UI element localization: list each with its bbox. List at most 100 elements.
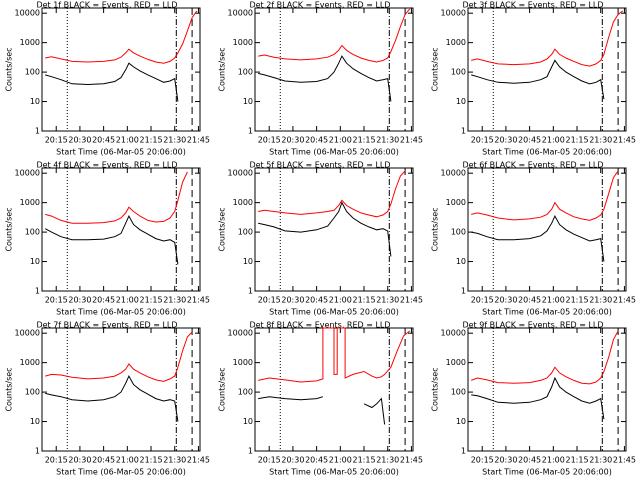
x-tick-label: 21:15 — [352, 456, 375, 465]
x-tick-label: 21:15 — [139, 296, 162, 305]
x-tick-label: 20:45 — [305, 136, 328, 145]
y-axis-label: Counts/sec — [5, 47, 14, 91]
x-tick-label: 20:45 — [518, 296, 541, 305]
y-axis-label: Counts/sec — [431, 367, 440, 411]
x-tick-label: 21:00 — [329, 136, 352, 145]
x-tick-label: 21:45 — [613, 136, 636, 145]
y-tick-label: 10 — [456, 97, 466, 106]
plot-frame — [41, 167, 201, 292]
x-tick-label: 21:00 — [542, 456, 565, 465]
y-tick-label: 1 — [461, 127, 466, 136]
plot-frame — [254, 7, 414, 132]
x-tick-label: 21:15 — [352, 136, 375, 145]
x-tick-label: 21:30 — [163, 296, 186, 305]
x-axis-label: Start Time (06-Mar-05 20:06:00) — [269, 468, 399, 477]
y-axis-label: Counts/sec — [218, 47, 227, 91]
x-tick-label: 21:15 — [565, 136, 588, 145]
y-tick-label: 10 — [243, 257, 253, 266]
x-tick-label: 20:15 — [45, 456, 68, 465]
x-tick-label: 20:30 — [494, 296, 517, 305]
series-line — [45, 10, 198, 64]
x-tick-label: 20:15 — [471, 296, 494, 305]
x-tick-label: 20:15 — [258, 136, 281, 145]
chart-panel: Det 5f BLACK = Events, RED = LLD Start Ti… — [218, 161, 423, 317]
y-tick-label: 10000 — [15, 169, 40, 178]
y-tick-label: 100 — [451, 388, 466, 397]
x-tick-label: 21:15 — [139, 456, 162, 465]
x-axis-label: Start Time (06-Mar-05 20:06:00) — [56, 148, 186, 157]
series-line — [471, 376, 605, 420]
x-tick-label: 21:30 — [589, 296, 612, 305]
y-tick-label: 10000 — [441, 9, 466, 18]
y-tick-label: 1 — [461, 287, 466, 296]
x-tick-label: 20:45 — [92, 456, 115, 465]
y-axis-label: Counts/sec — [5, 207, 14, 251]
x-tick-label: 21:30 — [376, 136, 399, 145]
x-tick-label: 21:30 — [163, 136, 186, 145]
x-tick-label: 21:00 — [116, 456, 139, 465]
y-tick-label: 10 — [456, 257, 466, 266]
y-tick-label: 10000 — [441, 329, 466, 338]
x-tick-label: 21:15 — [352, 296, 375, 305]
x-tick-label: 20:15 — [471, 136, 494, 145]
y-tick-label: 1 — [35, 127, 40, 136]
x-tick-label: 21:15 — [565, 456, 588, 465]
y-tick-label: 10000 — [441, 169, 466, 178]
x-tick-label: 21:15 — [139, 136, 162, 145]
x-tick-label: 21:00 — [542, 136, 565, 145]
x-tick-label: 21:45 — [400, 456, 423, 465]
x-tick-label: 21:00 — [116, 296, 139, 305]
x-axis-label: Start Time (06-Mar-05 20:06:00) — [56, 308, 186, 317]
x-tick-label: 21:00 — [329, 296, 352, 305]
series-line — [471, 214, 605, 262]
series-line — [471, 330, 619, 385]
y-tick-label: 1000 — [446, 358, 466, 367]
y-tick-label: 1000 — [233, 38, 253, 47]
y-tick-label: 10000 — [15, 9, 40, 18]
y-tick-label: 100 — [25, 68, 40, 77]
chart-title: Det 3f BLACK = Events, RED = LLD — [462, 1, 603, 10]
plot-frame — [467, 327, 627, 452]
y-tick-label: 1000 — [446, 38, 466, 47]
chart-panel: Det 9f BLACK = Events, RED = LLD Start Ti… — [431, 321, 636, 477]
series-line — [471, 10, 624, 67]
chart-title: Det 7f BLACK = Events, RED = LLD — [36, 321, 177, 330]
y-axis-label: Counts/sec — [218, 367, 227, 411]
series-line — [258, 55, 392, 102]
y-tick-label: 100 — [25, 228, 40, 237]
x-tick-label: 21:00 — [542, 296, 565, 305]
x-tick-label: 20:45 — [518, 456, 541, 465]
x-tick-label: 20:30 — [68, 296, 91, 305]
x-tick-label: 21:45 — [400, 136, 423, 145]
x-tick-label: 20:45 — [305, 296, 328, 305]
x-tick-label: 20:30 — [68, 136, 91, 145]
x-axis-label: Start Time (06-Mar-05 20:06:00) — [482, 468, 612, 477]
y-tick-label: 10000 — [228, 169, 253, 178]
x-tick-label: 20:15 — [45, 136, 68, 145]
x-axis-label: Start Time (06-Mar-05 20:06:00) — [269, 308, 399, 317]
series-line — [45, 62, 179, 102]
plot-frame — [41, 327, 201, 452]
y-axis-label: Counts/sec — [431, 207, 440, 251]
y-tick-label: 10 — [456, 417, 466, 426]
chart-panel: Det 7f BLACK = Events, RED = LLD Start Ti… — [5, 321, 210, 477]
y-tick-label: 1000 — [446, 198, 466, 207]
y-tick-label: 100 — [238, 388, 253, 397]
y-tick-label: 10 — [243, 97, 253, 106]
x-tick-label: 21:30 — [589, 136, 612, 145]
x-tick-label: 21:15 — [565, 296, 588, 305]
x-axis-label: Start Time (06-Mar-05 20:06:00) — [482, 148, 612, 157]
chart-panel: Det 3f BLACK = Events, RED = LLD Start Ti… — [431, 1, 636, 157]
x-tick-label: 20:45 — [518, 136, 541, 145]
x-tick-label: 21:30 — [589, 456, 612, 465]
y-tick-label: 10000 — [228, 9, 253, 18]
y-tick-label: 10000 — [15, 329, 40, 338]
x-tick-label: 21:45 — [187, 136, 210, 145]
y-tick-label: 1 — [248, 287, 253, 296]
y-tick-label: 100 — [451, 228, 466, 237]
y-tick-label: 100 — [238, 228, 253, 237]
y-tick-label: 1000 — [233, 358, 253, 367]
y-tick-label: 10 — [30, 97, 40, 106]
